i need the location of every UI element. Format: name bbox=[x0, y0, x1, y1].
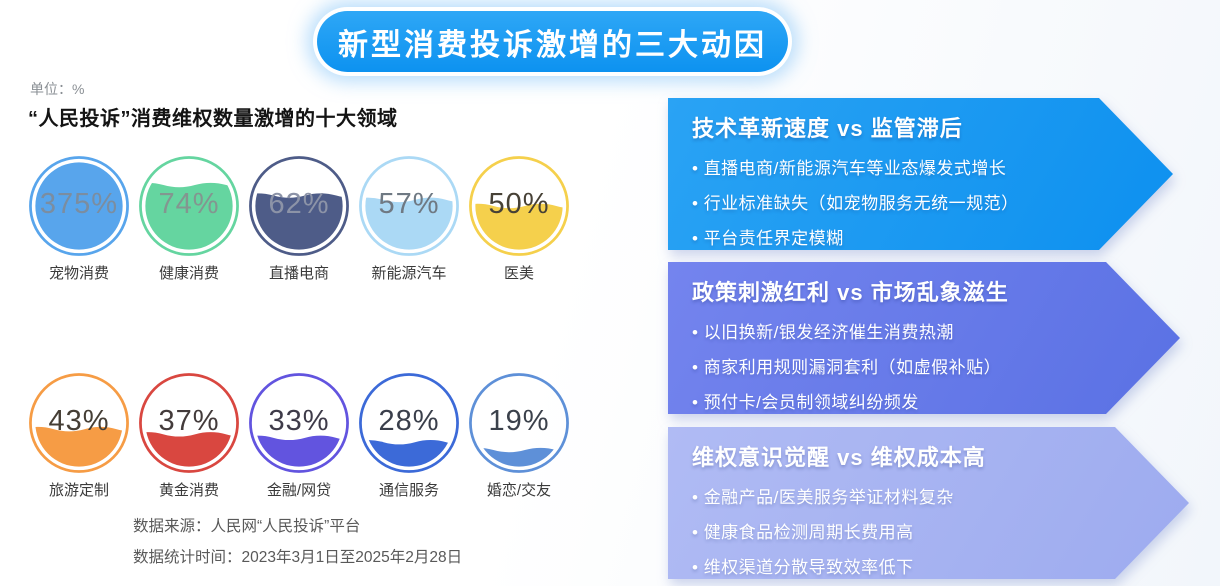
gauge-label: 新能源汽车 bbox=[371, 265, 447, 282]
gauge-label: 黄金消费 bbox=[158, 482, 219, 499]
gauge-svg bbox=[469, 156, 569, 256]
factor-bullet: 维权渠道分散导致效率低下 bbox=[692, 550, 1099, 585]
gauge-svg bbox=[249, 373, 349, 473]
gauge-value: 19% bbox=[488, 405, 550, 438]
gauge-label: 医美 bbox=[503, 265, 534, 282]
gauge-value: 50% bbox=[488, 188, 550, 221]
gauge-ring bbox=[249, 156, 349, 256]
gauge-value: 37% bbox=[158, 405, 220, 438]
factor-arrow-body: 技术革新速度 vs 监管滞后 直播电商/新能源汽车等业态爆发式增长行业标准缺失（… bbox=[668, 98, 1173, 250]
gauge-svg bbox=[249, 156, 349, 256]
factor-bullet: 以旧换新/银发经济催生消费热潮 bbox=[692, 315, 1090, 350]
gauge-value: 375% bbox=[39, 188, 119, 221]
factor-title: 技术革新速度 vs 监管滞后 bbox=[692, 116, 963, 141]
gauge-svg bbox=[359, 156, 459, 256]
gauge-label: 直播电商 bbox=[268, 265, 329, 282]
banner-title: 新型消费投诉激增的三大动因 bbox=[317, 11, 788, 72]
liquid-gauge: 43% 旅游定制 bbox=[28, 372, 130, 500]
gauge-label: 健康消费 bbox=[158, 265, 219, 282]
gauge-ring bbox=[139, 373, 239, 473]
gauge-circle: 57% bbox=[358, 155, 460, 257]
unit-label: 单位：% bbox=[30, 81, 85, 97]
gauge-ring bbox=[359, 373, 459, 473]
gauge-liquid-fill bbox=[145, 432, 233, 467]
factor-title: 维权意识觉醒 vs 维权成本高 bbox=[692, 445, 986, 470]
gauge-row-2: 43% 旅游定制 37% 黄金消费 33% 金融/网贷 bbox=[28, 372, 570, 500]
factor-bullet: 直播电商/新能源汽车等业态爆发式增长 bbox=[692, 151, 1083, 186]
gauge-label: 金融/网贷 bbox=[266, 482, 332, 499]
gauge-circle: 28% bbox=[358, 372, 460, 474]
factor-arrow-body: 维权意识觉醒 vs 维权成本高 金融产品/医美服务举证材料复杂健康食品检测周期长… bbox=[668, 427, 1189, 579]
gauge-ring bbox=[469, 373, 569, 473]
gauge-ring bbox=[359, 156, 459, 256]
gauge-circle: 37% bbox=[138, 372, 240, 474]
liquid-gauge: 74% 健康消费 bbox=[138, 155, 240, 283]
gauge-value: 57% bbox=[378, 188, 440, 221]
gauge-label: 通信服务 bbox=[378, 482, 439, 499]
factor-bullet-list: 直播电商/新能源汽车等业态爆发式增长行业标准缺失（如宠物服务无统一规范）平台责任… bbox=[692, 151, 1083, 256]
liquid-gauge: 62% 直播电商 bbox=[248, 155, 350, 283]
liquid-gauge: 33% 金融/网贷 bbox=[248, 372, 350, 500]
gauge-liquid-fill bbox=[475, 447, 563, 467]
liquid-gauge: 28% 通信服务 bbox=[358, 372, 460, 500]
gauge-circle: 74% bbox=[138, 155, 240, 257]
gauge-label: 宠物消费 bbox=[48, 265, 109, 282]
gauge-circle: 62% bbox=[248, 155, 350, 257]
gauge-ring bbox=[29, 373, 129, 473]
gauge-circle: 375% bbox=[28, 155, 130, 257]
gauge-liquid-fill bbox=[35, 426, 123, 467]
gauge-circle: 19% bbox=[468, 372, 570, 474]
factor-arrow-2: 政策刺激红利 vs 市场乱象滋生 以旧换新/银发经济催生消费热潮商家利用规则漏洞… bbox=[668, 262, 1180, 414]
factor-bullet: 预付卡/会员制领域纠纷频发 bbox=[692, 385, 1090, 420]
data-source-notes: 数据来源：人民网“人民投诉”平台 数据统计时间：2023年3月1日至2025年2… bbox=[133, 511, 462, 573]
gauge-value: 74% bbox=[158, 188, 220, 221]
gauge-svg bbox=[469, 373, 569, 473]
gauge-value: 28% bbox=[378, 405, 440, 438]
chart-title: “人民投诉”消费维权数量激增的十大领域 bbox=[28, 108, 398, 130]
factor-bullet-list: 金融产品/医美服务举证材料复杂健康食品检测周期长费用高维权渠道分散导致效率低下 bbox=[692, 480, 1099, 585]
gauge-value: 33% bbox=[268, 405, 330, 438]
factor-arrow-1: 技术革新速度 vs 监管滞后 直播电商/新能源汽车等业态爆发式增长行业标准缺失（… bbox=[668, 98, 1173, 250]
liquid-gauge: 375% 宠物消费 bbox=[28, 155, 130, 283]
gauge-ring bbox=[139, 156, 239, 256]
gauge-svg bbox=[139, 373, 239, 473]
factor-bullet: 金融产品/医美服务举证材料复杂 bbox=[692, 480, 1099, 515]
source-line: 数据来源：人民网“人民投诉”平台 bbox=[133, 518, 361, 535]
factor-arrow-3: 维权意识觉醒 vs 维权成本高 金融产品/医美服务举证材料复杂健康食品检测周期长… bbox=[668, 427, 1189, 579]
gauge-svg bbox=[139, 156, 239, 256]
factor-bullet: 健康食品检测周期长费用高 bbox=[692, 515, 1099, 550]
gauge-circle: 33% bbox=[248, 372, 350, 474]
gauge-ring bbox=[469, 156, 569, 256]
factor-title: 政策刺激红利 vs 市场乱象滋生 bbox=[692, 280, 1009, 305]
factor-arrow-body: 政策刺激红利 vs 市场乱象滋生 以旧换新/银发经济催生消费热潮商家利用规则漏洞… bbox=[668, 262, 1180, 414]
gauge-value: 43% bbox=[48, 405, 110, 438]
factor-bullet-list: 以旧换新/银发经济催生消费热潮商家利用规则漏洞套利（如虚假补贴）预付卡/会员制领… bbox=[692, 315, 1090, 420]
liquid-gauge: 19% 婚恋/交友 bbox=[468, 372, 570, 500]
gauge-svg bbox=[359, 373, 459, 473]
gauge-label: 婚恋/交友 bbox=[486, 482, 552, 499]
gauge-liquid-fill bbox=[35, 162, 123, 250]
gauge-ring bbox=[249, 373, 349, 473]
factor-bullet: 平台责任界定模糊 bbox=[692, 221, 1083, 256]
factor-bullet: 行业标准缺失（如宠物服务无统一规范） bbox=[692, 186, 1083, 221]
gauge-row-1: 375% 宠物消费 74% 健康消费 62% 直播电商 bbox=[28, 155, 570, 283]
gauge-circle: 50% bbox=[468, 155, 570, 257]
liquid-gauge: 37% 黄金消费 bbox=[138, 372, 240, 500]
gauge-ring bbox=[29, 156, 129, 256]
liquid-gauge: 57% 新能源汽车 bbox=[358, 155, 460, 283]
gauge-circle: 43% bbox=[28, 372, 130, 474]
gauge-svg bbox=[29, 373, 129, 473]
gauge-label: 旅游定制 bbox=[48, 482, 109, 499]
gauge-svg bbox=[29, 156, 129, 256]
liquid-gauge: 50% 医美 bbox=[468, 155, 570, 283]
factor-bullet: 商家利用规则漏洞套利（如虚假补贴） bbox=[692, 350, 1090, 385]
gauge-value: 62% bbox=[268, 188, 330, 221]
period-line: 数据统计时间：2023年3月1日至2025年2月28日 bbox=[133, 549, 463, 566]
